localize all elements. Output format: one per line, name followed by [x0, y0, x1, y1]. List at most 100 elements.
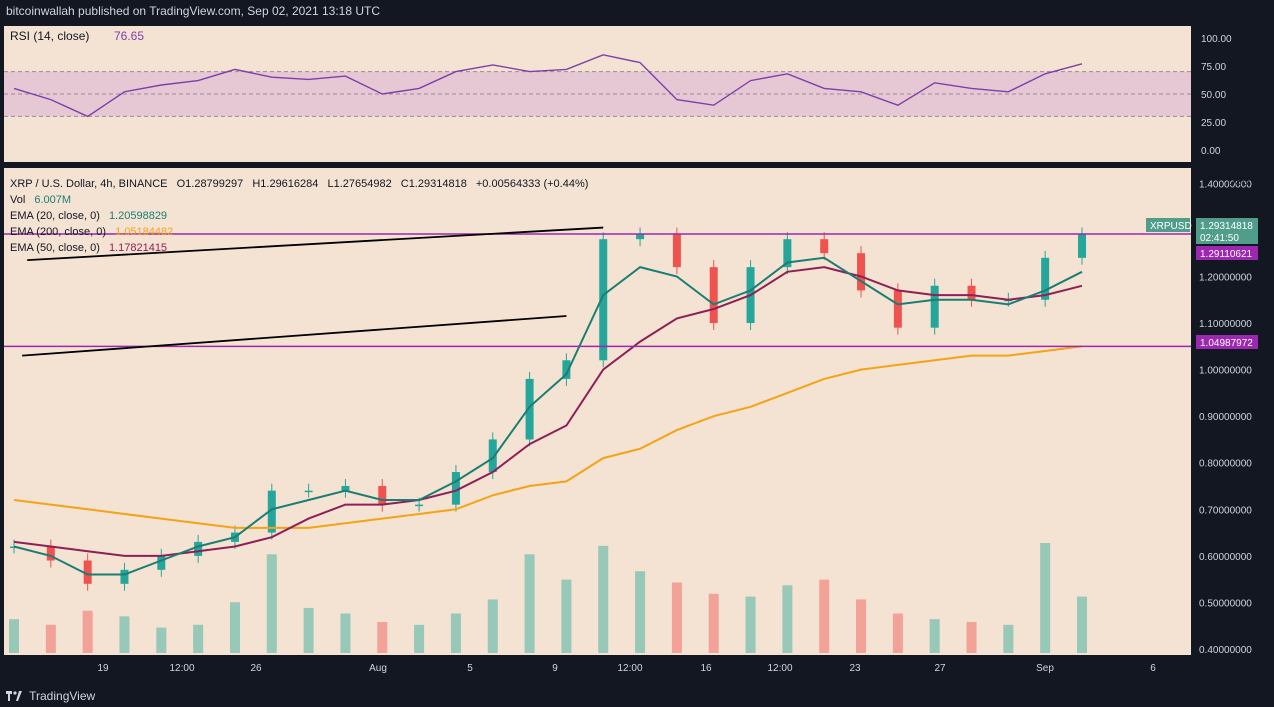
- volume-bar: [1040, 543, 1051, 653]
- candle: [930, 278, 939, 335]
- volume-bar: [377, 621, 388, 653]
- volume-bar: [487, 599, 498, 653]
- legend-ema200-line: EMA (200, close, 0) 1.05184482: [10, 226, 173, 238]
- legend-ema50-value: 1.17821415: [109, 242, 167, 254]
- volume-bar: [82, 610, 93, 653]
- candle: [525, 371, 534, 447]
- candle: [672, 227, 681, 275]
- time-axis-label: Sep: [1036, 663, 1054, 674]
- ema50-line: [13, 266, 1083, 557]
- channel-upper-trendline: [27, 226, 604, 262]
- candle: [967, 278, 976, 307]
- legend-ema20-label: EMA (20, close, 0): [10, 210, 100, 222]
- chart-canvas[interactable]: RSI (14, close) 76.65 100.0075.0050.0025…: [0, 22, 1274, 686]
- legend-low: L1.27654982: [327, 178, 391, 190]
- rsi-axis[interactable]: 100.00 75.00 50.00 25.00 0.00: [1201, 34, 1232, 157]
- price-axis-tick: 1.40000000: [1199, 179, 1252, 190]
- legend-symbol-line: XRP / U.S. Dollar, 4h, BINANCE O1.287992…: [10, 178, 588, 190]
- price-axis-tick: 0.40000000: [1199, 645, 1252, 656]
- time-axis-label: 12:00: [767, 663, 792, 674]
- ema20-line: [13, 256, 1083, 576]
- volume-histogram: [9, 543, 1087, 653]
- rsi-axis-tick: 50.00: [1201, 90, 1226, 101]
- price-axis[interactable]: 1.40000000 1.20000000 1.10000000 1.00000000…: [1199, 179, 1252, 656]
- footer-brand-text: TradingView: [29, 689, 96, 703]
- candle: [157, 548, 166, 577]
- rsi-label: RSI (14, close): [10, 29, 89, 43]
- legend-ema50-line: EMA (50, close, 0) 1.17821415: [10, 242, 167, 254]
- volume-bar: [156, 627, 167, 653]
- rsi-axis-tick: 100.00: [1201, 34, 1232, 45]
- volume-bar: [745, 596, 756, 653]
- volume-bar: [856, 599, 867, 653]
- last-price-tag: 1.29314818: [1200, 221, 1253, 232]
- price-axis-tick: 1.00000000: [1199, 366, 1252, 377]
- volume-bar: [708, 593, 719, 653]
- currency-label[interactable]: USD: [1228, 177, 1249, 188]
- rsi-axis-tick: 0.00: [1201, 146, 1221, 157]
- volume-bar: [929, 619, 940, 653]
- tradingview-logo-icon: [6, 691, 22, 701]
- candle: [820, 232, 829, 261]
- time-axis-label: 5: [467, 663, 473, 674]
- legend-close: C1.29314818: [401, 178, 467, 190]
- time-axis-label: 12:00: [617, 663, 642, 674]
- volume-bar: [340, 613, 351, 653]
- legend-ema200-label: EMA (200, close, 0): [10, 226, 106, 238]
- time-axis-label: 9: [552, 663, 558, 674]
- time-axis-label: 26: [250, 663, 262, 674]
- candle: [83, 553, 92, 591]
- symbol-tag-box: [1146, 218, 1190, 232]
- candle: [709, 260, 718, 331]
- legend-ema20-value: 1.20598829: [109, 210, 167, 222]
- time-axis-label: 23: [849, 663, 861, 674]
- volume-bar: [119, 616, 130, 653]
- volume-bar: [892, 613, 903, 653]
- ema200-line: [13, 345, 1083, 529]
- time-axis-label: 16: [700, 663, 712, 674]
- volume-bar: [819, 579, 830, 653]
- volume-bar: [45, 624, 56, 653]
- rsi-axis-tick: 25.00: [1201, 118, 1226, 129]
- volume-bar: [414, 624, 425, 653]
- legend-symbol: XRP / U.S. Dollar, 4h, BINANCE: [10, 178, 168, 190]
- candle: [341, 479, 350, 498]
- volume-bar: [450, 613, 461, 653]
- legend-ema20-line: EMA (20, close, 0) 1.20598829: [10, 210, 167, 222]
- volume-bar: [524, 554, 535, 653]
- legend-high: H1.29616284: [252, 178, 318, 190]
- price-pane[interactable]: [4, 168, 1191, 655]
- rsi-pane: RSI (14, close) 76.65: [4, 26, 1191, 162]
- legend-change: +0.00564333 (+0.44%): [476, 178, 589, 190]
- price-legend: XRP / U.S. Dollar, 4h, BINANCE O1.287992…: [10, 178, 588, 254]
- legend-volume-line: Vol 6.007M: [10, 194, 71, 206]
- rsi-axis-tick: 75.00: [1201, 62, 1226, 73]
- price-axis-tick: 0.60000000: [1199, 552, 1252, 563]
- footer-brand-bar: TradingView: [0, 686, 1274, 707]
- volume-bar: [229, 602, 240, 653]
- volume-bar: [635, 571, 646, 653]
- publisher-header: bitcoinwallah published on TradingView.c…: [0, 0, 1274, 22]
- volume-bar: [671, 582, 682, 653]
- countdown-tag: 02:41:50: [1200, 233, 1239, 244]
- price-axis-tick: 0.90000000: [1199, 412, 1252, 423]
- volume-bar: [561, 579, 572, 653]
- volume-bar: [9, 619, 19, 653]
- candle: [46, 539, 55, 568]
- candle: [636, 227, 645, 247]
- volume-bar: [266, 554, 277, 653]
- price-tags: XRPUSD 1.29314818 02:41:50 1.29110621 1.…: [1146, 218, 1258, 349]
- legend-vol-value: 6.007M: [34, 194, 71, 206]
- time-axis[interactable]: 19 12:00 26 Aug 5 9 12:00 16 12:00 23 27 Sep 6: [97, 663, 1156, 674]
- candle: [893, 283, 902, 335]
- legend-open: O1.28799297: [177, 178, 244, 190]
- time-axis-label: Aug: [369, 663, 387, 674]
- candle: [1041, 250, 1050, 307]
- volume-bar: [1003, 624, 1014, 653]
- time-axis-label: 19: [97, 663, 109, 674]
- volume-bar: [303, 607, 314, 653]
- candle: [562, 353, 571, 386]
- price-axis-tick: 0.70000000: [1199, 505, 1252, 516]
- lower-level-tag: 1.04987972: [1200, 338, 1253, 349]
- lower-level-tag-box: [1196, 335, 1258, 349]
